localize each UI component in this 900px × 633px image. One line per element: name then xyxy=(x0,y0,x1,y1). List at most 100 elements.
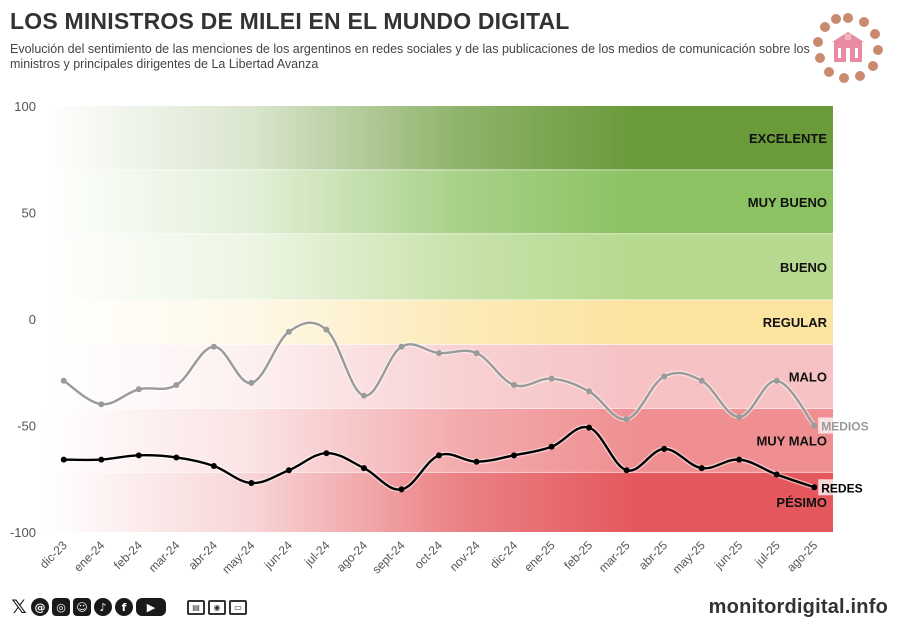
x-tick-label: ene-25 xyxy=(521,538,558,575)
band-labels: EXCELENTE MUY BUENO BUENO REGULAR MALO MUY MA… xyxy=(748,131,828,510)
data-point-medios xyxy=(323,326,330,333)
x-tick-label: may-24 xyxy=(219,538,257,576)
x-tick-label: nov-24 xyxy=(447,538,483,574)
x-tick-label: mar-25 xyxy=(596,538,633,575)
data-point-redes xyxy=(398,486,405,493)
social-icon[interactable]: ☺ xyxy=(73,598,91,616)
band-fade-overlay xyxy=(45,106,636,532)
data-point-medios xyxy=(773,377,780,384)
data-point-redes xyxy=(811,484,818,491)
data-point-medios xyxy=(98,401,105,408)
data-point-medios xyxy=(285,328,292,335)
x-tick-label: ene-24 xyxy=(71,538,108,575)
y-tick-label: -50 xyxy=(17,419,36,434)
chart-subtitle: Evolución del sentimiento de las mencion… xyxy=(10,42,810,71)
x-tick-label: jun-25 xyxy=(711,538,745,572)
data-point-redes xyxy=(98,456,105,463)
data-point-medios xyxy=(135,386,142,393)
data-point-redes xyxy=(511,452,518,459)
data-point-medios xyxy=(586,388,593,395)
data-point-redes xyxy=(285,467,292,474)
data-point-medios xyxy=(436,350,442,357)
band-label: BUENO xyxy=(780,260,827,275)
data-point-medios xyxy=(173,382,180,389)
tiktok-icon[interactable]: ♪ xyxy=(94,598,112,616)
band-label: MUY MALO xyxy=(756,433,827,448)
x-tick-label: jul-25 xyxy=(751,538,783,570)
x-tick-label: abr-25 xyxy=(636,538,671,573)
newspaper-icon: ▤ xyxy=(187,599,205,615)
y-tick-label: 0 xyxy=(29,312,36,327)
data-point-medios xyxy=(511,382,518,389)
data-point-medios xyxy=(210,343,217,350)
data-point-redes xyxy=(773,471,780,478)
data-point-redes xyxy=(173,454,180,461)
radio-icon: ◉ xyxy=(208,599,226,615)
x-tick-label: feb-24 xyxy=(111,538,145,572)
data-point-redes xyxy=(360,465,367,472)
data-point-redes xyxy=(135,452,142,459)
data-point-redes xyxy=(60,456,67,463)
data-point-medios xyxy=(623,416,630,423)
chart-title: LOS MINISTROS DE MILEI EN EL MUNDO DIGIT… xyxy=(10,8,570,34)
data-point-redes xyxy=(548,443,555,450)
data-point-medios xyxy=(661,373,668,380)
facebook-icon[interactable]: f xyxy=(115,598,133,616)
data-point-medios xyxy=(248,379,255,386)
x-tick-label: ago-25 xyxy=(784,538,821,575)
x-tick-label: mar-24 xyxy=(146,538,183,575)
data-point-redes xyxy=(623,467,630,474)
y-axis: 100 50 0 -50 -100 xyxy=(10,99,36,540)
series-end-label-medios: MEDIOS xyxy=(821,420,868,434)
series-lines: MEDIOS REDES xyxy=(60,320,875,496)
data-point-redes xyxy=(210,462,217,469)
x-axis: dic-23 ene-24 feb-24 mar-24 abr-24 may-24 jun-… xyxy=(37,538,821,576)
data-point-medios xyxy=(811,422,818,429)
series-end-label-redes: REDES xyxy=(821,481,862,495)
data-point-medios xyxy=(360,392,367,399)
x-tick-label: abr-24 xyxy=(186,538,221,573)
social-icons: 𝕏 @ ◎ ☺ ♪ f ▶ ▤ ◉ ▭ xyxy=(10,596,247,618)
x-tick-label: ago-24 xyxy=(334,538,371,575)
y-tick-label: 50 xyxy=(22,206,36,221)
x-icon[interactable]: 𝕏 xyxy=(11,596,27,618)
site-url[interactable]: monitordigital.info xyxy=(708,596,888,618)
x-tick-label: sept-24 xyxy=(369,538,407,576)
band-label: REGULAR xyxy=(763,315,828,330)
data-point-medios xyxy=(736,413,743,420)
data-point-medios xyxy=(60,377,67,384)
logo-casa-rosada-icon xyxy=(813,13,883,83)
data-point-medios xyxy=(473,350,480,357)
threads-icon[interactable]: @ xyxy=(31,598,49,616)
x-tick-label: jul-24 xyxy=(301,538,333,570)
data-point-redes xyxy=(248,480,255,487)
y-tick-label: -100 xyxy=(10,525,36,540)
y-tick-label: 100 xyxy=(14,99,36,114)
data-point-medios xyxy=(548,375,555,382)
x-tick-label: feb-25 xyxy=(561,538,595,572)
band-label: EXCELENTE xyxy=(749,131,827,146)
data-point-redes xyxy=(698,465,705,472)
x-tick-label: dic-23 xyxy=(37,538,70,571)
band-label: PÉSIMO xyxy=(776,495,827,510)
tv-icon: ▭ xyxy=(229,599,247,615)
instagram-icon[interactable]: ◎ xyxy=(52,598,70,616)
data-point-medios xyxy=(398,343,405,350)
x-tick-label: dic-24 xyxy=(487,538,520,571)
data-point-redes xyxy=(661,445,668,452)
x-tick-label: jun-24 xyxy=(261,538,295,572)
band-label: MUY BUENO xyxy=(748,195,827,210)
data-point-redes xyxy=(436,452,442,459)
data-point-medios xyxy=(698,377,705,384)
series-line-medios xyxy=(63,321,816,427)
youtube-icon[interactable]: ▶ xyxy=(136,598,166,616)
data-point-redes xyxy=(586,424,593,431)
series-end-label-bg xyxy=(818,479,866,496)
data-point-redes xyxy=(323,450,330,457)
data-point-redes xyxy=(473,458,480,465)
band-label: MALO xyxy=(789,370,827,385)
data-point-redes xyxy=(736,456,743,463)
x-tick-label: may-25 xyxy=(670,538,708,576)
x-tick-label: oct-24 xyxy=(412,538,446,572)
